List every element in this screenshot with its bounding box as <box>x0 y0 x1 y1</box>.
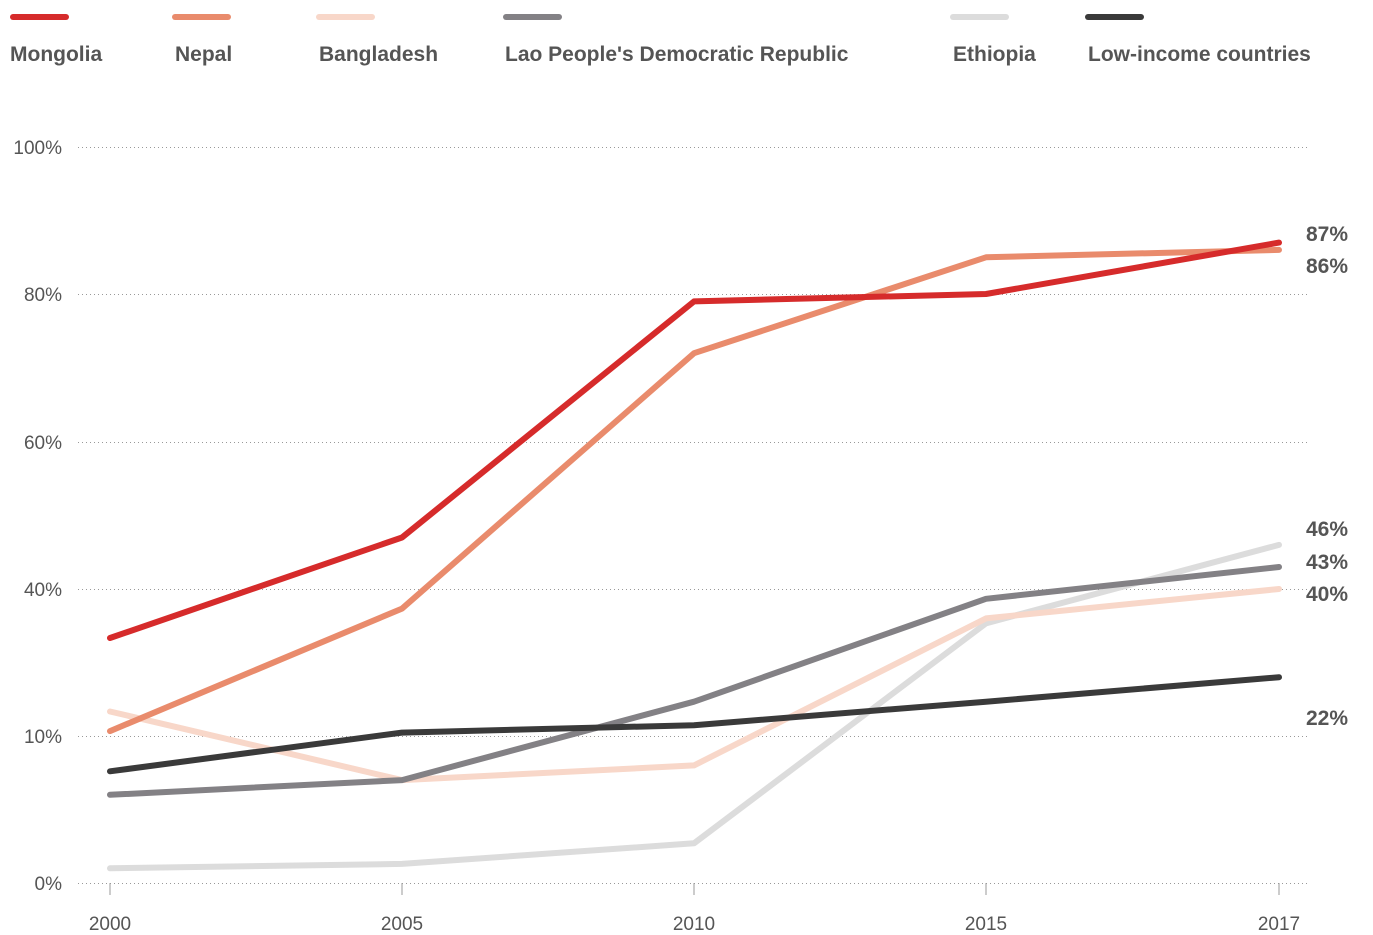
y-tick-label: 0% <box>35 874 63 895</box>
series-line-mongolia <box>107 239 1282 641</box>
end-value-label: 86% <box>1306 255 1348 278</box>
chart-legend: Mongolia Nepal Bangladesh Lao People's Demo… <box>10 14 1311 66</box>
series-line-lao-people-s-democratic-republic <box>107 564 1282 798</box>
chart-series <box>107 239 1282 872</box>
x-tick-label: 2015 <box>965 914 1007 935</box>
y-axis: 0% 10% 40% 60% 80% 100% <box>13 138 62 895</box>
legend-label-mongolia: Mongolia <box>10 43 102 66</box>
series-line-low-income-countries <box>107 674 1282 775</box>
legend-label-low-income-countries: Low-income countries <box>1088 43 1311 66</box>
end-value-label: 22% <box>1306 707 1348 730</box>
x-tick-label: 2017 <box>1258 914 1300 935</box>
y-tick-label: 40% <box>24 580 62 601</box>
legend-label-bangladesh: Bangladesh <box>319 43 438 66</box>
legend-label-nepal: Nepal <box>175 43 232 66</box>
end-value-label: 46% <box>1306 518 1348 541</box>
legend-label-ethiopia: Ethiopia <box>953 43 1036 66</box>
x-tick-label: 2005 <box>381 914 423 935</box>
chart-grid <box>78 147 1308 884</box>
x-tick-label: 2010 <box>673 914 715 935</box>
x-tick-label: 2000 <box>89 914 131 935</box>
series-line-nepal <box>107 246 1282 735</box>
series-line-ethiopia <box>107 541 1282 872</box>
y-tick-label: 80% <box>24 285 62 306</box>
y-tick-label: 10% <box>24 727 62 748</box>
legend-label-lao-people-s-democratic-republic: Lao People's Democratic Republic <box>505 43 849 66</box>
x-axis: 2000 2005 2010 2015 2017 <box>89 883 1300 935</box>
end-value-label: 43% <box>1306 551 1348 574</box>
series-line-bangladesh <box>107 586 1282 784</box>
end-value-label: 40% <box>1306 583 1348 606</box>
end-value-label: 87% <box>1306 223 1348 246</box>
y-tick-label: 100% <box>13 138 62 159</box>
y-tick-label: 60% <box>24 433 62 454</box>
end-value-labels: 87% 86% 46% 43% 40% 22% <box>1306 223 1348 730</box>
